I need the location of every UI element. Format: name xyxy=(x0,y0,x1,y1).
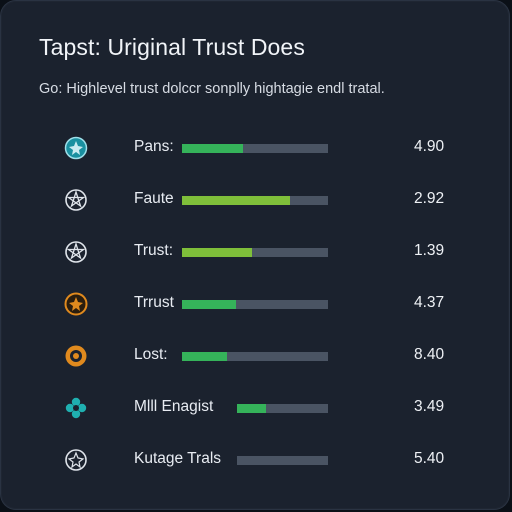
metric-value: 2.92 xyxy=(414,190,445,207)
metric-bar-fill xyxy=(182,248,253,257)
metric-label: Trust: xyxy=(134,242,174,259)
metric-bar-fill xyxy=(182,144,244,153)
metric-bar-fill xyxy=(182,196,291,205)
list-item: Mlll Enagist 3.49 xyxy=(1,381,511,433)
metric-bar xyxy=(182,300,328,309)
metric-bar xyxy=(182,352,328,361)
list-item: Faute 2.92 xyxy=(1,173,511,225)
metric-bar-fill xyxy=(182,300,237,309)
metric-label: Kutage Trals xyxy=(134,450,222,467)
metric-label: Trrust xyxy=(134,294,174,311)
pentagram-badge-icon xyxy=(64,240,88,264)
metric-value: 8.40 xyxy=(414,346,445,363)
metric-label: Lost: xyxy=(134,346,168,363)
metric-value: 1.39 xyxy=(414,242,445,259)
list-item: Pans: 4.90 xyxy=(1,121,511,173)
metric-label: Faute xyxy=(134,190,174,207)
metric-bar xyxy=(237,456,328,465)
metric-label: Pans: xyxy=(134,138,174,155)
list-item: Trrust 4.37 xyxy=(1,277,511,329)
pentagram-badge-icon xyxy=(64,188,88,212)
metric-bar-fill xyxy=(182,352,228,361)
metric-bar-fill xyxy=(237,404,267,413)
teal-badge-icon xyxy=(64,136,88,160)
list-item: Lost: 8.40 xyxy=(1,329,511,381)
metric-bar xyxy=(237,404,328,413)
metric-label: Mlll Enagist xyxy=(134,398,214,415)
list-item: Kutage Trals 5.40 xyxy=(1,433,511,485)
teal-flower-icon xyxy=(64,396,88,420)
metric-value: 4.37 xyxy=(414,294,445,311)
list-item: Trust: 1.39 xyxy=(1,225,511,277)
page-subtitle: Go: Highlevel trust dolccr sonplly hight… xyxy=(39,81,385,97)
metric-value: 5.40 xyxy=(414,450,445,467)
metric-bar xyxy=(182,196,328,205)
orange-ring-icon xyxy=(64,344,88,368)
page-title: Tapst: Uriginal Trust Does xyxy=(39,34,305,60)
metric-bar xyxy=(182,144,328,153)
metric-value: 3.49 xyxy=(414,398,445,415)
metric-value: 4.90 xyxy=(414,138,445,155)
metric-bar xyxy=(182,248,328,257)
orange-badge-icon xyxy=(64,292,88,316)
white-badge-icon xyxy=(64,448,88,472)
